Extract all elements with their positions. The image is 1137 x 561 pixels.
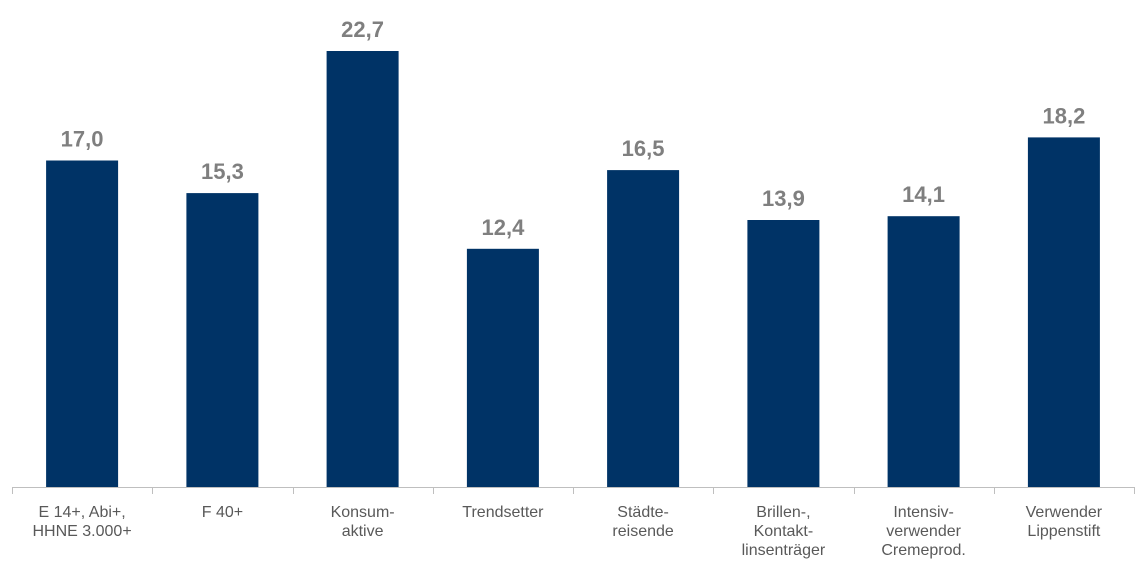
- value-label-5: 16,5: [622, 136, 665, 161]
- category-label-line: Konsum-: [331, 504, 395, 521]
- category-label-line: Cremeprod.: [881, 542, 965, 559]
- category-label-line: Lippenstift: [1027, 523, 1100, 540]
- category-label-4: Trendsetter: [462, 504, 544, 521]
- category-label-8: Verwender Lippenstift: [1026, 504, 1103, 540]
- value-label-6: 13,9: [762, 186, 805, 211]
- value-label-2: 15,3: [201, 159, 244, 184]
- category-label-line: Intensiv-: [893, 504, 953, 521]
- category-label-1: E 14+, Abi+, HHNE 3.000+: [33, 504, 132, 540]
- category-label-2: F 40+: [202, 504, 243, 521]
- bar-4: [466, 248, 539, 487]
- bar-1: [46, 160, 119, 487]
- value-label-3: 22,7: [341, 17, 384, 42]
- category-label-6: Brillen-, Kontakt-linsenträger: [742, 504, 826, 559]
- bar-2: [186, 193, 259, 487]
- value-label-7: 14,1: [902, 182, 945, 207]
- category-label-7: Intensiv-verwender Cremeprod.: [881, 504, 965, 559]
- bar-8: [1027, 137, 1100, 487]
- category-label-line: HHNE 3.000+: [33, 523, 132, 540]
- category-label-line: reisende: [612, 523, 673, 540]
- bar-7: [887, 216, 960, 487]
- category-label-line: aktive: [342, 523, 384, 540]
- bar-5: [607, 170, 680, 487]
- category-label-line: Städte-: [617, 504, 669, 521]
- category-label-5: Städte-reisende: [612, 504, 673, 540]
- labels-layer: 17,0 E 14+, Abi+, HHNE 3.000+ 15,3 F 40+ 22,7…: [33, 17, 1103, 559]
- bar-6: [747, 220, 820, 487]
- category-label-line: Verwender: [1026, 504, 1103, 521]
- category-label-line: linsenträger: [742, 542, 826, 559]
- axis-layer: [12, 487, 1135, 494]
- category-label-line: E 14+, Abi+,: [39, 504, 126, 521]
- value-label-1: 17,0: [61, 127, 104, 152]
- category-label-line: verwender: [886, 523, 961, 540]
- value-label-8: 18,2: [1042, 103, 1085, 128]
- category-label-line: Kontakt-: [754, 523, 814, 540]
- category-label-line: Brillen-,: [756, 504, 810, 521]
- bar-3: [326, 51, 399, 487]
- bars-layer: [46, 51, 1100, 487]
- category-label-line: F 40+: [202, 504, 243, 521]
- value-label-4: 12,4: [481, 215, 525, 240]
- category-label-3: Konsum-aktive: [331, 504, 395, 540]
- category-label-line: Trendsetter: [462, 504, 544, 521]
